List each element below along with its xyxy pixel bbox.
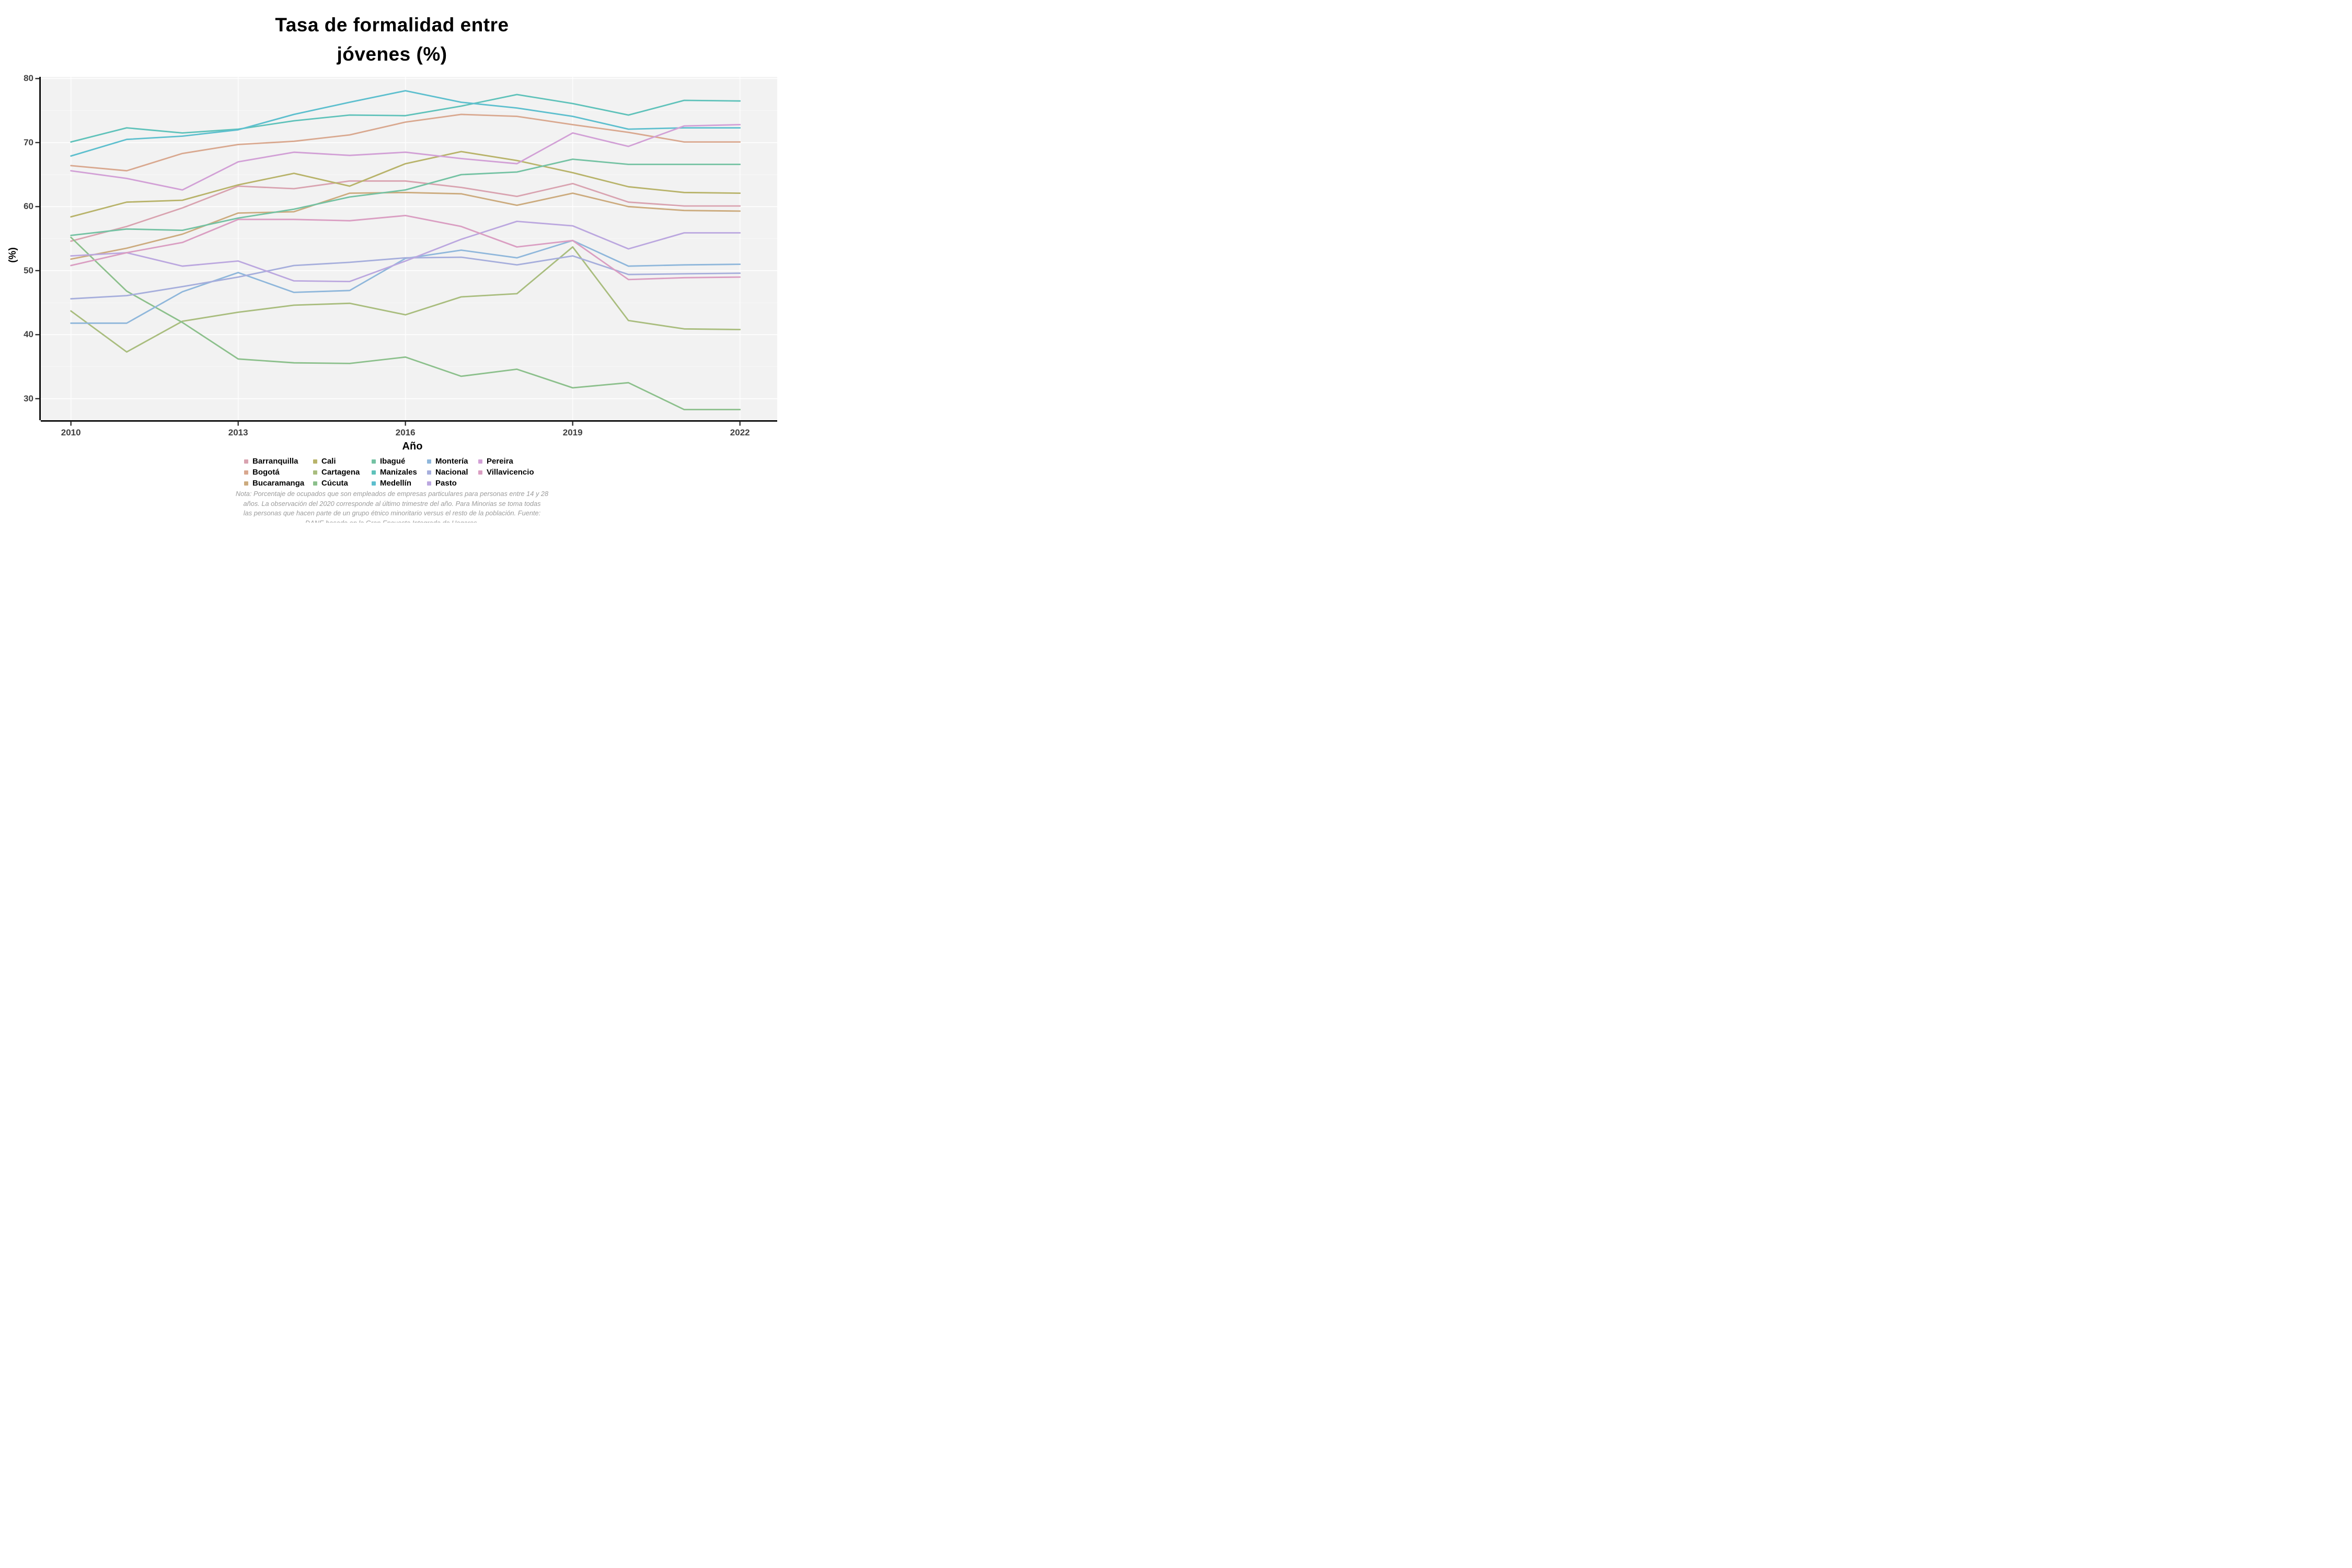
legend-swatch-icon [313, 470, 317, 475]
legend-item-villavicencio: Villavicencio [478, 467, 540, 478]
series-line-villavicencio [70, 214, 741, 281]
series-line-manizales [70, 94, 741, 143]
series-line-nacional [70, 255, 741, 300]
legend-item-nacional: Nacional [427, 467, 478, 478]
legend-item-monteria: Montería [427, 456, 478, 467]
legend-item-bogota: Bogotá [244, 467, 313, 478]
series-line-cucuta [70, 236, 741, 410]
legend: Barranquilla Bogotá Bucaramanga Cali Cartage… [0, 456, 784, 489]
legend-label: Manizales [380, 468, 417, 477]
series-line-cali [70, 151, 741, 218]
series-line-bogota [70, 113, 741, 172]
x-tick-label: 2013 [228, 428, 248, 437]
legend-swatch-icon [372, 459, 376, 464]
formality-rate-chart: Tasa de formalidad entre jóvenes (%) 30 4… [0, 0, 784, 523]
series-line-barranquilla [70, 180, 741, 242]
note-line: Nota: Porcentaje de ocupados que son emp… [235, 490, 549, 498]
legend-label: Nacional [435, 468, 468, 477]
legend-swatch-icon [244, 459, 248, 464]
legend-label: Bogotá [252, 468, 280, 477]
x-tick-label: 2010 [61, 428, 81, 437]
legend-label: Villavicencio [487, 468, 534, 477]
legend-label: Pereira [487, 457, 513, 466]
x-tick-label: 2022 [730, 428, 750, 437]
legend-item-medellin: Medellín [372, 478, 427, 489]
series-line-cartagena [70, 246, 741, 353]
y-axis-title: (%) [7, 247, 18, 263]
legend-item-ibague: Ibagué [372, 456, 427, 467]
legend-item-cartagena: Cartagena [313, 467, 372, 478]
legend-swatch-icon [372, 481, 376, 486]
legend-label: Cúcuta [321, 479, 348, 488]
legend-swatch-icon [427, 481, 431, 486]
legend-swatch-icon [427, 459, 431, 464]
series-line-pasto [70, 221, 741, 283]
legend-label: Bucaramanga [252, 479, 305, 488]
legend-swatch-icon [313, 459, 317, 464]
series-line-pereira [70, 124, 741, 191]
note-line: las personas que hacen parte de un grupo… [243, 509, 541, 517]
y-tick-label: 60 [24, 201, 33, 212]
legend-label: Pasto [435, 479, 457, 488]
series-line-bucaramanga [70, 191, 741, 260]
legend-label: Cali [321, 457, 336, 466]
legend-label: Barranquilla [252, 457, 298, 466]
series-line-ibague [70, 158, 741, 236]
y-tick-label: 80 [24, 73, 33, 84]
legend-swatch-icon [427, 470, 431, 475]
note-line: DANE basado en la Gran Encuesta Integrad… [0, 518, 784, 523]
legend-item-cali: Cali [313, 456, 372, 467]
legend-swatch-icon [478, 459, 482, 464]
legend-swatch-icon [372, 470, 376, 475]
note-line: años. La observación del 2020 correspond… [243, 499, 541, 508]
y-tick-label: 70 [24, 137, 33, 147]
x-tick-label: 2019 [562, 428, 583, 437]
x-axis-title: Año [402, 441, 423, 452]
legend-label: Cartagena [321, 468, 360, 477]
legend-item-pereira: Pereira [478, 456, 540, 467]
y-tick-label: 30 [24, 393, 33, 403]
legend-label: Ibagué [380, 457, 406, 466]
chart-title-line1: Tasa de formalidad entre [275, 14, 509, 36]
y-tick-label: 50 [24, 265, 33, 275]
chart-title-line2: jóvenes (%) [337, 43, 447, 65]
line-chart [35, 77, 777, 426]
x-tick-label: 2016 [395, 428, 416, 437]
legend-item-barranquilla: Barranquilla [244, 456, 313, 467]
legend-item-cucuta: Cúcuta [313, 478, 372, 489]
legend-swatch-icon [478, 470, 482, 475]
legend-item-bucaramanga: Bucaramanga [244, 478, 313, 489]
chart-title: Tasa de formalidad entre jóvenes (%) [0, 10, 784, 68]
y-tick-label: 40 [24, 329, 33, 340]
legend-swatch-icon [244, 470, 248, 475]
series-line-medellin [70, 90, 741, 157]
legend-label: Montería [435, 457, 468, 466]
plot-panel [35, 77, 777, 426]
source-note: Nota: Porcentaje de ocupados que son emp… [0, 489, 784, 523]
legend-item-manizales: Manizales [372, 467, 427, 478]
legend-item-pasto: Pasto [427, 478, 478, 489]
legend-swatch-icon [313, 481, 317, 486]
legend-label: Medellín [380, 479, 412, 488]
legend-swatch-icon [244, 481, 248, 486]
